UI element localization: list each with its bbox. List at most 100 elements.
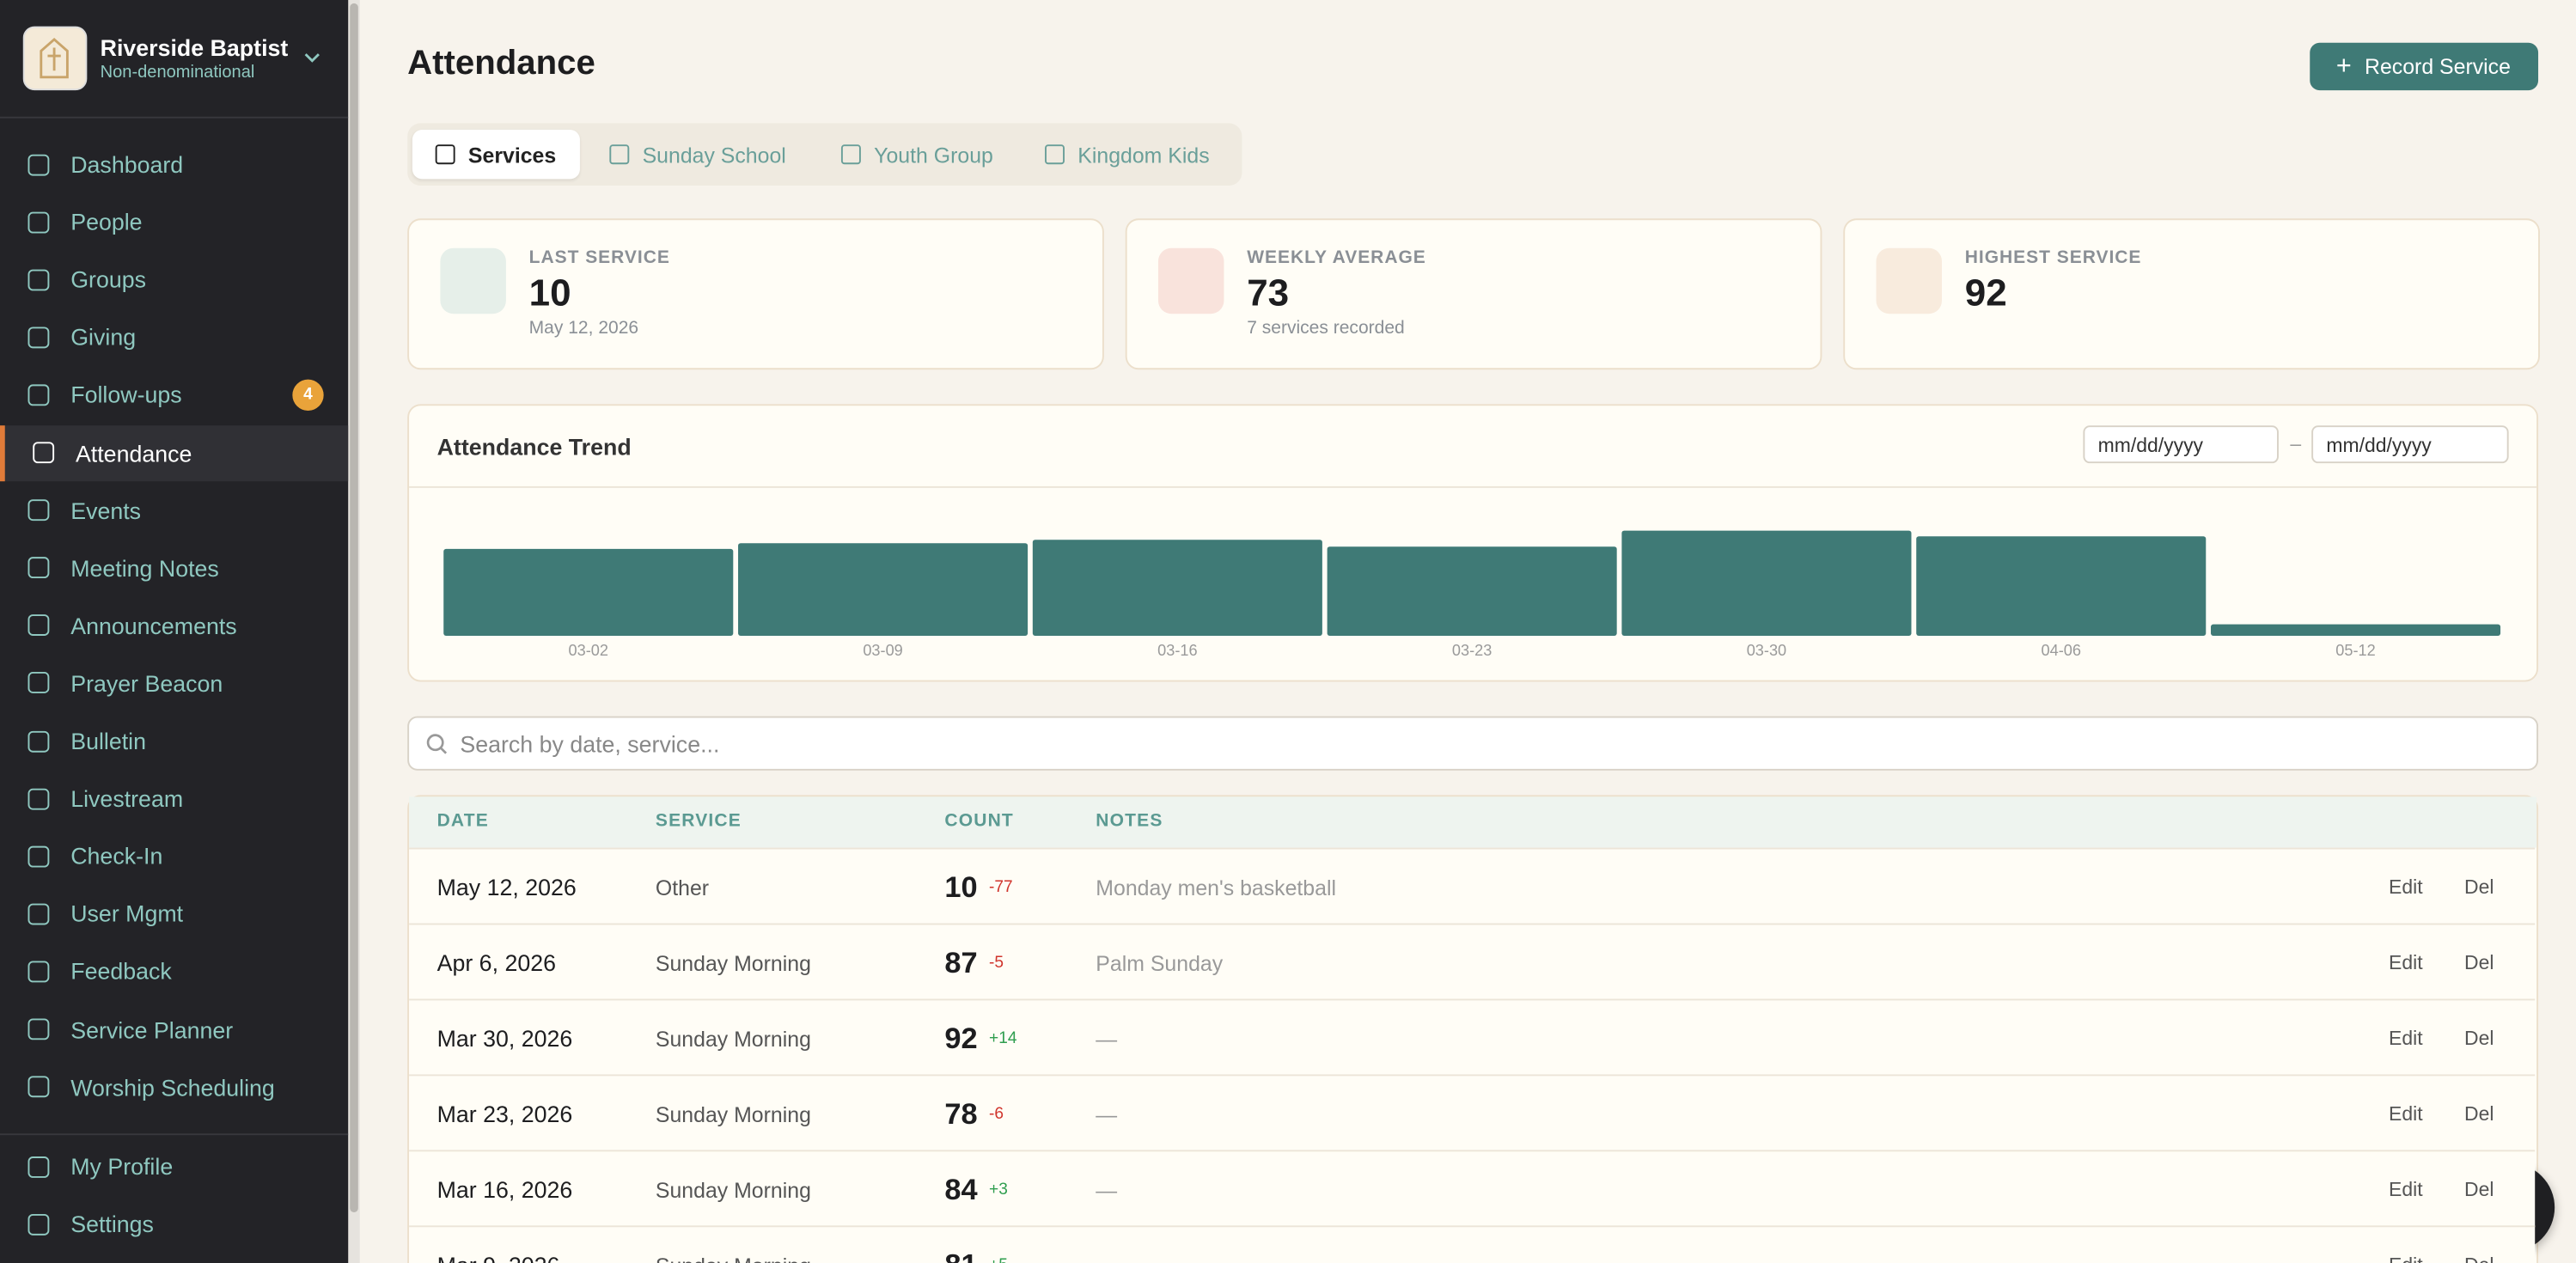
nav-label: Meeting Notes: [70, 554, 219, 582]
bar: [1916, 536, 2207, 636]
change: -77: [989, 877, 1013, 896]
search-placeholder: Search by date, service...: [460, 730, 720, 758]
delete-button[interactable]: Del: [2464, 876, 2494, 899]
nav-item[interactable]: Giving: [0, 309, 348, 365]
service: Sunday Morning: [655, 1026, 811, 1051]
nav-label: Service Planner: [70, 1016, 234, 1043]
nav-icon: [27, 1156, 50, 1177]
nav-item[interactable]: People: [0, 194, 348, 250]
tab[interactable]: Youth Group: [818, 130, 1015, 179]
nav-icon: [27, 845, 50, 867]
notes: —: [1096, 1176, 1118, 1202]
nav-label: Livestream: [70, 785, 184, 812]
table-row: Mar 16, 2026 Sunday Morning 84 +3 — Edit Del: [409, 1150, 2536, 1228]
nav-label: Follow-ups: [70, 381, 182, 408]
scrollbar-thumb[interactable]: [350, 3, 358, 1213]
divider: [0, 116, 349, 119]
nav-label: Bulletin: [70, 728, 147, 754]
logo-icon: [40, 37, 69, 79]
tab[interactable]: Kingdom Kids: [1022, 130, 1236, 179]
notes: —: [1096, 1026, 1118, 1051]
nav-item[interactable]: My Profile: [0, 1138, 348, 1194]
bar: [1327, 546, 1617, 636]
edit-button[interactable]: Edit: [2389, 1101, 2423, 1126]
button-label: Record Service: [2365, 54, 2511, 79]
stat-value: 10: [528, 271, 571, 314]
delete-button[interactable]: Del: [2464, 1101, 2494, 1126]
delete-button[interactable]: Del: [2464, 1177, 2494, 1201]
date-placeholder: mm/dd/yyyy: [2097, 432, 2204, 456]
tab-icon: [840, 144, 861, 165]
edit-button[interactable]: Edit: [2389, 1027, 2423, 1050]
service: Sunday Morning: [655, 1101, 811, 1126]
column-header: COUNT: [944, 811, 1014, 832]
tab[interactable]: Sunday School: [587, 130, 812, 179]
nav-item[interactable]: Service Planner: [0, 1001, 348, 1057]
trend-title: Attendance Trend: [436, 433, 632, 461]
search-box[interactable]: [407, 716, 2539, 771]
bar: [443, 548, 734, 636]
nav-label: Dashboard: [70, 150, 184, 178]
x-tick-label: 03-02: [569, 642, 608, 659]
nav-item[interactable]: Groups: [0, 252, 348, 308]
change: +14: [989, 1028, 1017, 1047]
stat-icon: [1876, 247, 1942, 314]
nav-item[interactable]: Meeting Notes: [0, 540, 348, 595]
table-header: [409, 796, 2537, 848]
nav-item[interactable]: Worship Scheduling: [0, 1059, 348, 1114]
record-service-button[interactable]: + Record Service: [2310, 42, 2539, 91]
nav-icon: [27, 787, 50, 809]
nav-item[interactable]: Events: [0, 482, 348, 538]
count: 92: [944, 1021, 978, 1054]
nav-item[interactable]: Dashboard: [0, 137, 348, 192]
nav-item[interactable]: Bulletin: [0, 713, 348, 769]
nav-item[interactable]: Livestream: [0, 771, 348, 827]
x-tick-label: 03-16: [1157, 642, 1197, 659]
edit-button[interactable]: Edit: [2389, 951, 2423, 974]
nav-icon: [27, 384, 50, 406]
table-row: Apr 6, 2026 Sunday Morning 87 -5 Palm Sunday…: [409, 923, 2536, 1001]
x-tick-label: 03-09: [863, 642, 902, 659]
stat-card: HIGHEST SERVICE 92: [1843, 218, 2540, 370]
sidebar: Riverside Baptist Non-denominational Das…: [0, 0, 349, 1263]
delete-button[interactable]: Del: [2464, 1227, 2494, 1263]
nav-label: User Mgmt: [70, 900, 184, 927]
church-switch[interactable]: [304, 51, 320, 64]
nav-item[interactable]: Check-In: [0, 828, 348, 884]
nav-item[interactable]: Prayer Beacon: [0, 656, 348, 711]
nav-item[interactable]: Announcements: [0, 598, 348, 654]
edit-button[interactable]: Edit: [2389, 1227, 2423, 1263]
nav-item[interactable]: Attendance: [0, 424, 349, 481]
date-from[interactable]: mm/dd/yyyy: [2083, 425, 2279, 464]
nav-icon: [27, 614, 50, 637]
date: Apr 6, 2026: [436, 949, 557, 976]
tab-label: Sunday School: [642, 142, 786, 168]
nav-label: Events: [70, 497, 142, 524]
date: Mar 16, 2026: [436, 1175, 573, 1203]
change: -5: [989, 953, 1004, 972]
nav-icon: [27, 672, 50, 694]
nav-label: Attendance: [75, 439, 192, 467]
nav-item[interactable]: Settings: [0, 1196, 348, 1252]
edit-button[interactable]: Edit: [2389, 876, 2423, 899]
bar: [2211, 624, 2501, 636]
count: 10: [944, 869, 978, 903]
service: Sunday Morning: [655, 1176, 811, 1202]
delete-button[interactable]: Del: [2464, 951, 2494, 974]
tab[interactable]: Services: [412, 130, 580, 180]
nav-label: Giving: [70, 324, 137, 351]
nav-item[interactable]: Feedback: [0, 943, 348, 999]
nav-icon: [27, 210, 50, 233]
edit-button[interactable]: Edit: [2389, 1177, 2423, 1201]
date-to[interactable]: mm/dd/yyyy: [2311, 425, 2509, 464]
nav-icon: [27, 1213, 50, 1235]
notes: —: [1096, 1227, 1117, 1263]
delete-button[interactable]: Del: [2464, 1027, 2494, 1050]
service: Other: [655, 875, 710, 900]
nav-item[interactable]: User Mgmt: [0, 886, 348, 942]
nav-item[interactable]: Follow-ups 4: [0, 367, 348, 423]
tab-icon: [435, 144, 455, 165]
nav-icon: [27, 729, 50, 752]
nav-badge: 4: [292, 379, 324, 411]
